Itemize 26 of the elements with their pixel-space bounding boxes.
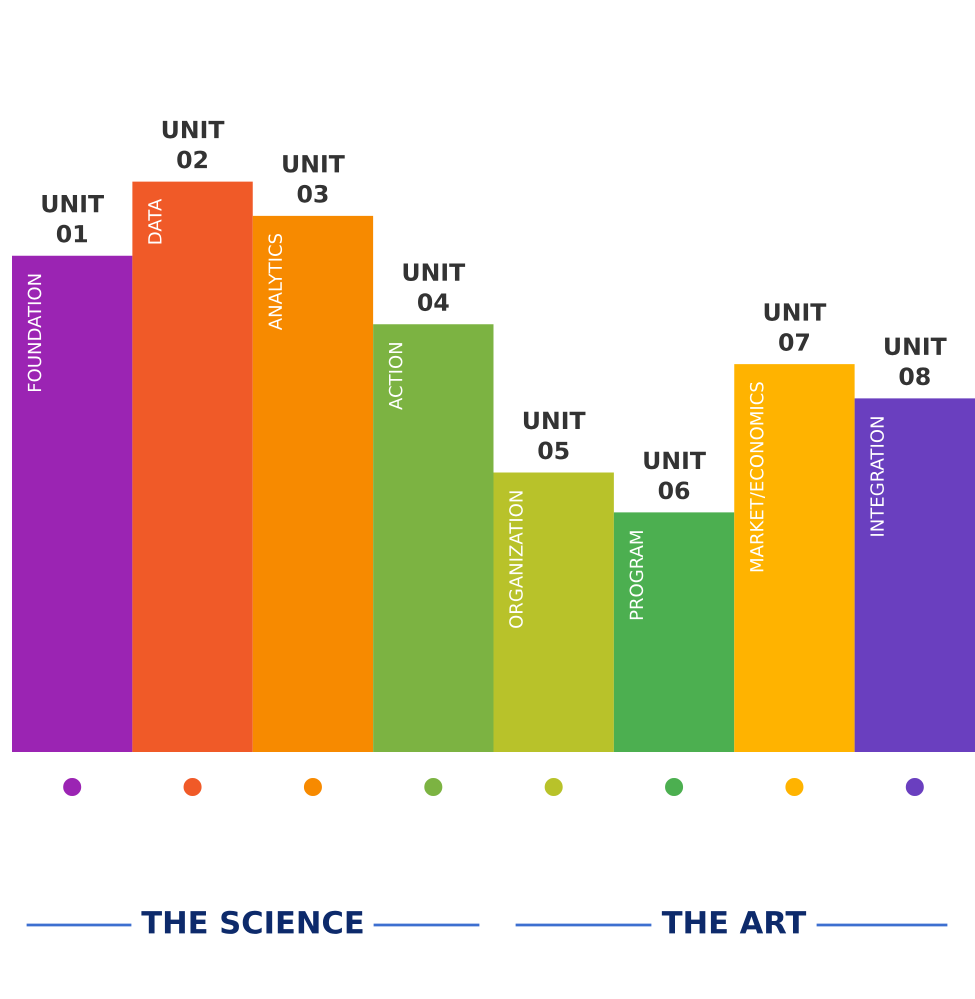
text: THE ART	[662, 911, 806, 934]
annotation: UNIT 07	[764, 303, 826, 351]
bar	[614, 512, 734, 752]
x-tick-label: ACTION	[388, 343, 402, 410]
x-tick-label: ORGANIZATION	[509, 491, 523, 628]
x-tick-label: DATA	[148, 198, 162, 244]
annotation: UNIT 04	[404, 263, 466, 312]
x-tick-label: ANALYTICS	[268, 234, 282, 330]
annotation: UNIT 05	[524, 412, 586, 460]
x-tick-label: MARKET/ECONOMICS	[750, 382, 765, 572]
annotation: UNIT 01	[42, 195, 104, 243]
bar	[494, 472, 614, 752]
bar	[373, 324, 494, 752]
annotation: UNIT 08	[885, 338, 947, 386]
x-tick-label: INTEGRATION	[870, 417, 884, 536]
bar	[252, 216, 374, 752]
bar	[734, 364, 855, 752]
bar	[854, 398, 975, 752]
x-tick-label: FOUNDATION	[28, 274, 42, 392]
annotation: UNIT 03	[283, 155, 345, 203]
annotation: UNIT 02	[162, 120, 224, 168]
bar	[12, 256, 132, 752]
text: THE SCIENCE	[141, 910, 362, 934]
annotation: UNIT 06	[644, 452, 706, 500]
x-tick-label: PROGRAM	[630, 531, 644, 620]
bar	[132, 182, 253, 752]
